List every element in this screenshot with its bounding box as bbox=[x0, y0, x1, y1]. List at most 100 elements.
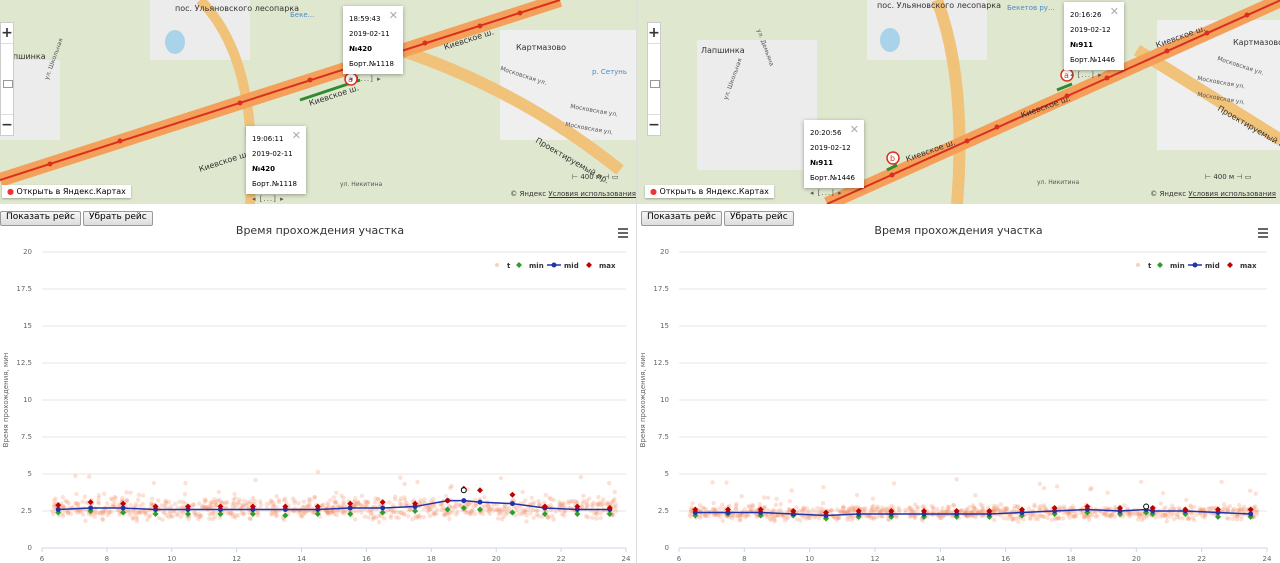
t-point bbox=[1141, 513, 1146, 518]
t-point bbox=[924, 508, 930, 514]
close-icon[interactable]: ✕ bbox=[388, 9, 398, 22]
max-point bbox=[249, 503, 256, 510]
t-point bbox=[1186, 516, 1191, 522]
t-point bbox=[241, 502, 246, 508]
zoom-control[interactable]: + − bbox=[0, 22, 14, 136]
t-point bbox=[907, 513, 913, 519]
t-point bbox=[958, 509, 963, 514]
map-view[interactable]: пос. Ульяновского лесопарка Беке... Карт… bbox=[0, 0, 640, 204]
t-point bbox=[1112, 514, 1118, 519]
t-point bbox=[531, 500, 537, 505]
map-marker-b[interactable]: b bbox=[886, 151, 900, 165]
terms-link[interactable]: Условия использования bbox=[1188, 190, 1276, 198]
show-route-button[interactable]: Показать рейс bbox=[641, 211, 722, 226]
max-point bbox=[1051, 505, 1058, 512]
t-point bbox=[230, 514, 236, 519]
show-route-button[interactable]: Показать рейс bbox=[0, 211, 81, 226]
close-icon[interactable]: ✕ bbox=[291, 129, 301, 142]
balloon-pager[interactable]: ◂ [...] ▸ bbox=[349, 75, 382, 83]
map-canvas[interactable]: пос. Ульяновского лесопарка Беке... Карт… bbox=[0, 0, 640, 204]
t-point bbox=[848, 517, 854, 522]
t-point bbox=[1043, 506, 1049, 512]
t-point bbox=[1184, 497, 1189, 503]
balloon-pager[interactable]: ◂ [...] ▸ bbox=[252, 195, 285, 203]
t-point bbox=[92, 514, 97, 520]
t-point bbox=[978, 502, 983, 507]
max-point bbox=[282, 503, 289, 510]
t-point bbox=[283, 496, 288, 502]
t-point bbox=[697, 513, 702, 519]
t-point bbox=[353, 496, 358, 501]
balloon-pager[interactable]: ◂ [...] ▸ bbox=[1070, 71, 1103, 79]
t-point bbox=[183, 480, 188, 486]
t-point bbox=[980, 506, 986, 511]
t-point bbox=[239, 510, 245, 515]
t-point bbox=[341, 495, 346, 501]
zoom-slider[interactable] bbox=[648, 43, 660, 115]
x-tick-label: 18 bbox=[1067, 555, 1076, 563]
t-point bbox=[991, 508, 996, 513]
t-point bbox=[82, 494, 88, 499]
zoom-in-icon[interactable]: + bbox=[648, 25, 660, 41]
terms-link[interactable]: Условия использования bbox=[548, 190, 636, 198]
t-point bbox=[912, 515, 917, 521]
min-point bbox=[379, 509, 386, 516]
t-point bbox=[1165, 511, 1170, 517]
close-icon[interactable]: ✕ bbox=[849, 123, 859, 136]
t-point bbox=[1058, 504, 1063, 510]
map-view[interactable]: пос. Ульяновского лесопарка Бекетов ру..… bbox=[637, 0, 1280, 204]
zoom-control[interactable]: + − bbox=[647, 22, 661, 136]
close-icon[interactable]: ✕ bbox=[1109, 5, 1119, 18]
t-point bbox=[366, 515, 371, 520]
zoom-in-icon[interactable]: + bbox=[1, 25, 13, 41]
t-point bbox=[440, 502, 445, 507]
t-point bbox=[426, 507, 432, 513]
t-point bbox=[325, 509, 330, 515]
t-series bbox=[50, 469, 619, 525]
hamburger-menu-icon[interactable] bbox=[618, 228, 628, 240]
legend-item-t: t bbox=[1136, 262, 1152, 270]
t-point bbox=[818, 506, 824, 511]
t-point bbox=[939, 509, 944, 515]
t-point bbox=[542, 500, 547, 505]
t-point bbox=[848, 506, 853, 512]
zoom-slider[interactable] bbox=[1, 43, 13, 115]
hide-route-button[interactable]: Убрать рейс bbox=[82, 211, 153, 226]
t-point bbox=[1113, 504, 1118, 510]
t-point bbox=[156, 515, 162, 521]
t-point bbox=[112, 494, 117, 500]
t-point bbox=[74, 509, 79, 514]
t-point bbox=[232, 495, 238, 501]
t-point bbox=[612, 496, 617, 502]
t-point bbox=[594, 516, 599, 521]
zoom-out-icon[interactable]: − bbox=[1, 117, 13, 133]
t-point bbox=[159, 503, 165, 508]
balloon-route: №911 bbox=[1070, 41, 1094, 49]
hide-route-button[interactable]: Убрать рейс bbox=[723, 211, 794, 226]
t-point bbox=[845, 517, 850, 522]
x-tick-label: 16 bbox=[362, 555, 371, 563]
t-point bbox=[1138, 513, 1143, 519]
mid-point bbox=[380, 505, 386, 511]
t-point bbox=[438, 502, 443, 508]
t-point bbox=[334, 512, 339, 518]
x-tick-label: 14 bbox=[297, 555, 306, 563]
t-point bbox=[703, 507, 709, 512]
t-point bbox=[196, 516, 201, 522]
t-point bbox=[147, 513, 153, 518]
open-in-yandex-link[interactable]: ● Открыть в Яндекс.Картах bbox=[2, 185, 131, 198]
open-in-yandex-link[interactable]: ● Открыть в Яндекс.Картах bbox=[645, 185, 774, 198]
balloon-pager[interactable]: ◂ [...] ▸ bbox=[810, 189, 843, 197]
hamburger-menu-icon[interactable] bbox=[1258, 228, 1268, 240]
t-point bbox=[1042, 505, 1047, 510]
t-point bbox=[1090, 509, 1095, 515]
t-point bbox=[964, 513, 969, 519]
map-canvas[interactable]: пос. Ульяновского лесопарка Бекетов ру..… bbox=[637, 0, 1280, 204]
t-point bbox=[1005, 516, 1011, 521]
t-point bbox=[124, 490, 129, 495]
mid-point bbox=[120, 505, 126, 511]
t-point bbox=[86, 474, 92, 479]
zoom-out-icon[interactable]: − bbox=[648, 117, 660, 133]
t-point bbox=[718, 514, 723, 520]
t-point bbox=[296, 500, 301, 506]
